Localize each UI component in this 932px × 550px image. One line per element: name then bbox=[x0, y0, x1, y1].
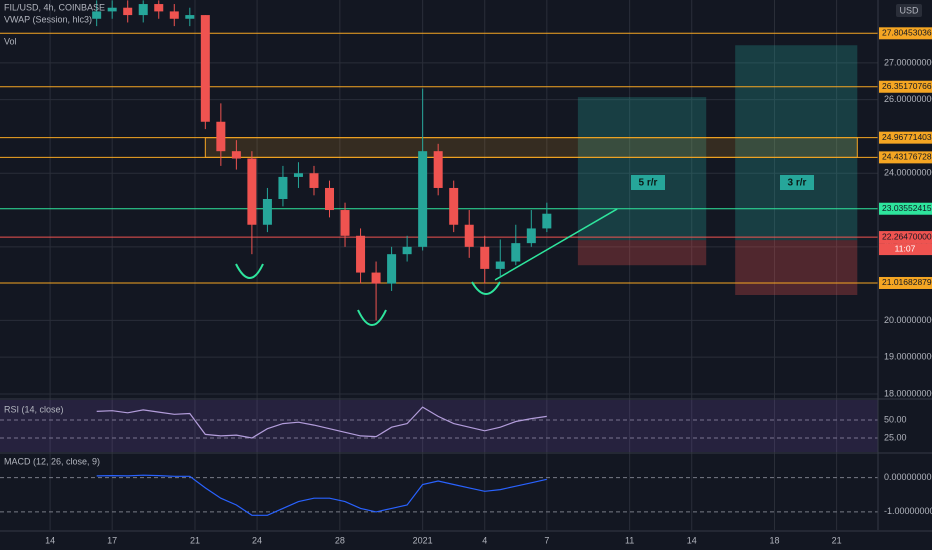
price-label-box bbox=[879, 202, 932, 215]
resistance-zone bbox=[204, 137, 858, 158]
symbol-title: FIL/USD, 4h, COINBASE bbox=[4, 2, 105, 12]
candle-body bbox=[511, 243, 521, 262]
candle-body bbox=[123, 7, 133, 16]
rsi-title: RSI (14, close) bbox=[4, 404, 64, 414]
candle-body bbox=[402, 246, 412, 255]
candle-body bbox=[309, 173, 319, 188]
x-tick-label: 4 bbox=[482, 535, 487, 545]
x-tick-label: 18 bbox=[770, 535, 780, 545]
annotation-box bbox=[780, 175, 814, 190]
indicator-label: Vol bbox=[4, 36, 17, 46]
rsi-band bbox=[0, 400, 878, 452]
candle-body bbox=[526, 228, 536, 244]
annotation: 3 r/r bbox=[788, 178, 807, 189]
candle-body bbox=[262, 199, 272, 225]
x-tick-label: 14 bbox=[45, 535, 55, 545]
candle-body bbox=[278, 176, 288, 199]
price-label-box bbox=[879, 151, 932, 164]
candle-body bbox=[325, 187, 335, 211]
candle-body bbox=[169, 11, 179, 19]
price-label-box bbox=[879, 276, 932, 289]
candle-body bbox=[371, 272, 381, 284]
x-tick-label: 21 bbox=[832, 535, 842, 545]
y-tick-label: 0.00000000 bbox=[884, 472, 932, 482]
price-label: 27.80453036 bbox=[882, 28, 932, 38]
head-arc bbox=[357, 309, 387, 326]
marks-layer bbox=[0, 0, 878, 516]
candle-body bbox=[138, 4, 148, 16]
candle-body bbox=[433, 151, 443, 188]
position-target bbox=[735, 45, 858, 241]
price-label-box bbox=[879, 231, 932, 244]
rsi-line bbox=[96, 406, 547, 439]
candle-body bbox=[107, 7, 117, 12]
position-stop bbox=[577, 240, 707, 266]
y-tick-label: 18.00000000 bbox=[884, 388, 932, 398]
currency-badge[interactable] bbox=[896, 4, 922, 17]
candle-body bbox=[92, 11, 102, 19]
macd-line bbox=[96, 474, 547, 516]
shoulder-arc bbox=[471, 281, 501, 295]
countdown-box bbox=[879, 243, 932, 256]
candle-body bbox=[231, 151, 241, 159]
x-tick-label: 21 bbox=[190, 535, 200, 545]
x-tick-label: 14 bbox=[687, 535, 697, 545]
y-tick-label: 19.00000000 bbox=[884, 352, 932, 362]
price-label: 21.01682879 bbox=[882, 277, 932, 287]
candle-body bbox=[387, 254, 397, 284]
x-tick-label: 11 bbox=[625, 535, 634, 545]
x-tick-label: 17 bbox=[107, 535, 117, 545]
annotation: 5 r/r bbox=[639, 178, 658, 189]
candle-body bbox=[542, 213, 552, 229]
candle-body bbox=[185, 15, 195, 19]
price-label: 22.26470000 bbox=[882, 231, 932, 241]
position-stop bbox=[735, 240, 858, 296]
y-tick-label: -1.00000000 bbox=[884, 506, 932, 516]
price-label: 24.43176728 bbox=[882, 152, 932, 162]
candle-body bbox=[356, 235, 366, 273]
x-tick-label: 24 bbox=[252, 535, 262, 545]
position-target bbox=[577, 97, 707, 241]
candle-body bbox=[200, 15, 210, 122]
price-label: 26.35170766 bbox=[882, 81, 932, 91]
price-label: 24.96771403 bbox=[882, 132, 932, 142]
macd-title: MACD (12, 26, close, 9) bbox=[4, 456, 100, 466]
y-tick-label: 26.00000000 bbox=[884, 94, 932, 104]
currency[interactable]: USD bbox=[899, 5, 919, 15]
indicator-label: VWAP (Session, hlc3) bbox=[4, 14, 92, 24]
candle-body bbox=[464, 224, 474, 247]
price-label: 23.03552415 bbox=[882, 203, 932, 213]
candle-body bbox=[449, 187, 459, 225]
shoulder-arc bbox=[235, 263, 264, 279]
candle-body bbox=[247, 158, 257, 225]
axis-layer: 14 17 21 24 28 2021 4 7 11 14 18 21 27.00000000 26.00… bbox=[45, 27, 932, 545]
x-tick-label: 28 bbox=[335, 535, 345, 545]
y-tick-label: 25.00 bbox=[884, 432, 907, 442]
annotation-box bbox=[631, 175, 665, 190]
candle-body bbox=[340, 210, 350, 236]
x-tick-label: 2021 bbox=[413, 535, 433, 545]
candle-body bbox=[216, 121, 226, 152]
countdown: 11:07 bbox=[895, 243, 916, 253]
candle-body bbox=[495, 261, 505, 269]
x-tick-label: 7 bbox=[544, 535, 549, 545]
candle-body bbox=[293, 173, 303, 177]
y-tick-label: 24.00000000 bbox=[884, 168, 932, 178]
candle-body bbox=[418, 151, 428, 247]
candle-body bbox=[154, 4, 164, 12]
price-label-box bbox=[879, 80, 932, 93]
y-tick-label: 20.00000000 bbox=[884, 315, 932, 325]
candle-body bbox=[480, 246, 490, 269]
trendline bbox=[494, 208, 618, 281]
price-label-box bbox=[879, 131, 932, 144]
y-tick-label: 27.00000000 bbox=[884, 57, 932, 67]
price-label-box bbox=[879, 27, 932, 40]
y-tick-label: 50.00 bbox=[884, 414, 907, 424]
